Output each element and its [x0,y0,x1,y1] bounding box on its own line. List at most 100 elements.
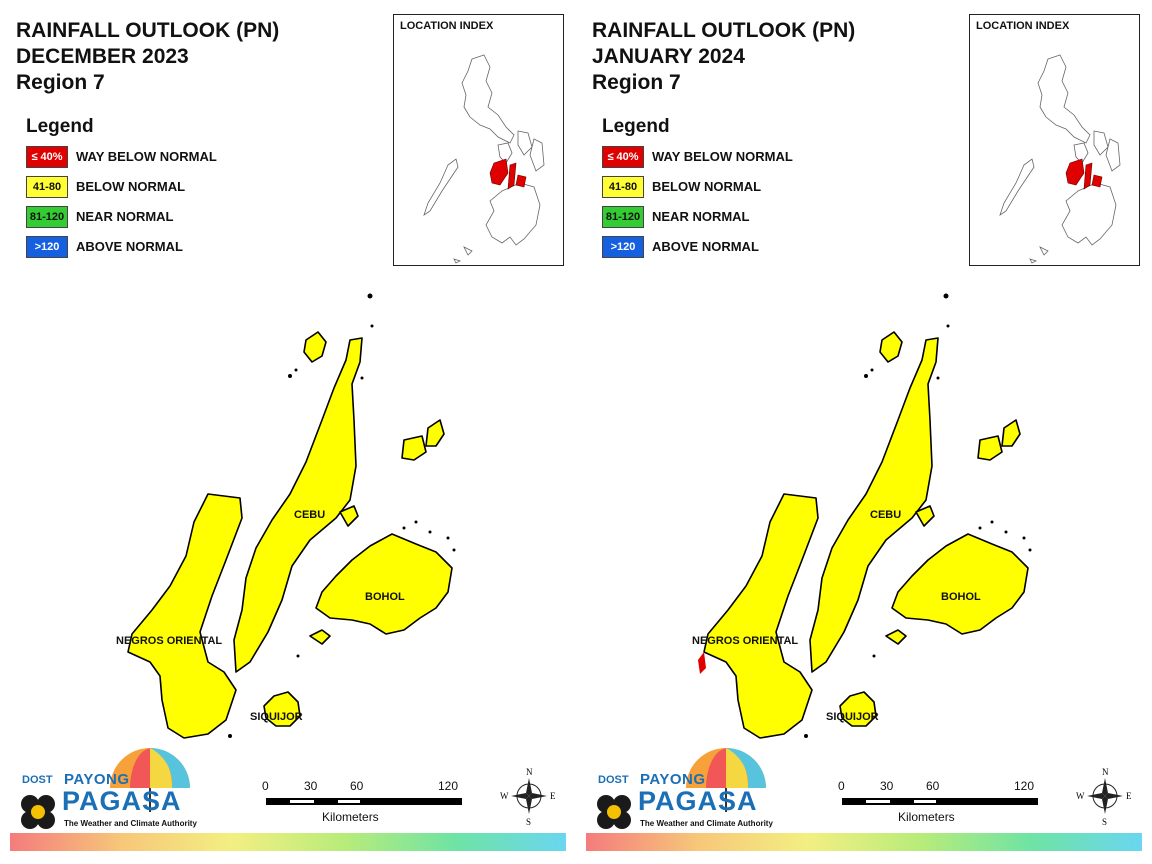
title-line-1: RAINFALL OUTLOOK (PN) [16,19,280,42]
legend-item-way-below: ≤ 40% WAY BELOW NORMAL [602,146,793,176]
scale-tick-60: 60 [350,779,364,793]
legend-swatch-yellow: 41-80 [26,176,68,198]
bohol-province [315,533,453,635]
legend: Legend ≤ 40% WAY BELOW NORMAL 41-80 BELO… [26,116,217,266]
legend-item-below: 41-80 BELOW NORMAL [602,176,761,206]
umbrella-icon [597,748,766,829]
legend-label: NEAR NORMAL [652,209,750,224]
bohol-province [891,533,1029,635]
legend-item-above: >120 ABOVE NORMAL [602,236,759,266]
scale-bar-graphic [266,798,462,805]
legend-label: ABOVE NORMAL [652,239,759,254]
legend-item-above: >120 ABOVE NORMAL [26,236,183,266]
scale-tick-30: 30 [304,779,318,793]
negros-oriental-province [127,493,243,739]
legend-label: BELOW NORMAL [76,179,186,194]
region7-map: CEBU BOHOL NEGROS ORIENTAL SIQUIJOR [692,293,1032,739]
compass-w: W [500,791,509,801]
logo-tagline: The Weather and Climate Authority [640,819,773,828]
map-label-siquijor: SIQUIJOR [826,711,879,723]
compass-icon: N S W E [1076,767,1132,827]
legend-swatch-blue: >120 [602,236,644,258]
compass-rose: N S W E [500,765,558,827]
logo-pagasa-text: PAGASA [62,786,182,816]
map-label-bohol: BOHOL [365,591,405,603]
title-month: DECEMBER 2023 [16,45,189,68]
scale-unit-label: Kilometers [898,810,955,824]
scale-bar-graphic [842,798,1038,805]
location-index-box: LOCATION INDEX [393,14,564,266]
location-index-title: LOCATION INDEX [400,20,494,32]
logo-pagasa-text: PAGASA [638,786,758,816]
scale-unit-label: Kilometers [322,810,379,824]
map-label-cebu: CEBU [294,509,325,521]
payong-pagasa-logo: DOST PAYONG PAGASA The Weather and Clima… [16,740,216,835]
logo-dost-text: DOST [22,774,53,786]
scale-tick-0: 0 [262,779,269,793]
scale-tick-60: 60 [926,779,940,793]
scale-tick-120: 120 [438,779,459,793]
cebu-province [809,337,939,673]
cebu-province [233,337,363,673]
panel-title: RAINFALL OUTLOOK (PN) JANUARY 2024 Regio… [592,18,855,96]
siquijor-province [839,691,877,727]
siquijor-province [263,691,301,727]
outlook-panel-january: RAINFALL OUTLOOK (PN) JANUARY 2024 Regio… [576,0,1152,864]
scale-tick-30: 30 [880,779,894,793]
legend-swatch-green: 81-120 [602,206,644,228]
map-label-negros-oriental: NEGROS ORIENTAL [116,635,222,647]
title-line-1: RAINFALL OUTLOOK (PN) [592,19,856,42]
legend-swatch-blue: >120 [26,236,68,258]
legend-label: BELOW NORMAL [652,179,762,194]
compass-s: S [526,817,531,827]
map-label-bohol: BOHOL [941,591,981,603]
map-label-negros-oriental: NEGROS ORIENTAL [692,635,798,647]
region7-map: CEBU BOHOL NEGROS ORIENTAL SIQUIJOR [116,293,456,739]
scale-tick-120: 120 [1014,779,1035,793]
compass-rose: N S W E [1076,765,1134,827]
compass-icon: N S W E [500,767,556,827]
legend-label: NEAR NORMAL [76,209,174,224]
legend-label: WAY BELOW NORMAL [76,149,217,164]
negros-oriental-province [703,493,819,739]
title-month: JANUARY 2024 [592,45,745,68]
legend-swatch-red: ≤ 40% [602,146,644,168]
philippines-locator-map [999,54,1121,264]
legend-label: ABOVE NORMAL [76,239,183,254]
legend: Legend ≤ 40% WAY BELOW NORMAL 41-80 BELO… [602,116,793,266]
legend-item-near: 81-120 NEAR NORMAL [26,206,174,236]
scale-bar: 0 30 60 120 Kilometers [262,775,467,825]
title-region: Region 7 [16,71,105,94]
title-region: Region 7 [592,71,681,94]
legend-item-below: 41-80 BELOW NORMAL [26,176,185,206]
logo-payong-text: PAYONG [640,771,706,788]
compass-s: S [1102,817,1107,827]
map-label-cebu: CEBU [870,509,901,521]
logo-payong-text: PAYONG [64,771,130,788]
umbrella-icon [21,748,190,829]
footer-gradient-bar [586,833,1142,851]
way-below-normal-patch [698,652,706,674]
scale-bar: 0 30 60 120 Kilometers [838,775,1043,825]
scale-tick-0: 0 [838,779,845,793]
payong-pagasa-logo: DOST PAYONG PAGASA The Weather and Clima… [592,740,792,835]
legend-item-way-below: ≤ 40% WAY BELOW NORMAL [26,146,217,176]
location-index-title: LOCATION INDEX [976,20,1070,32]
logo-dost-text: DOST [598,774,629,786]
legend-heading: Legend [26,116,94,137]
legend-swatch-yellow: 41-80 [602,176,644,198]
compass-w: W [1076,791,1085,801]
philippines-locator-map [423,54,545,264]
outlook-panel-december: RAINFALL OUTLOOK (PN) DECEMBER 2023 Regi… [10,14,566,851]
logo-tagline: The Weather and Climate Authority [64,819,197,828]
compass-e: E [550,791,556,801]
legend-swatch-red: ≤ 40% [26,146,68,168]
legend-heading: Legend [602,116,670,137]
footer-gradient-bar [10,833,566,851]
panel-title: RAINFALL OUTLOOK (PN) DECEMBER 2023 Regi… [16,18,279,96]
location-index-box: LOCATION INDEX [969,14,1140,266]
map-label-siquijor: SIQUIJOR [250,711,303,723]
compass-n: N [526,767,533,777]
legend-item-near: 81-120 NEAR NORMAL [602,206,750,236]
legend-label: WAY BELOW NORMAL [652,149,793,164]
